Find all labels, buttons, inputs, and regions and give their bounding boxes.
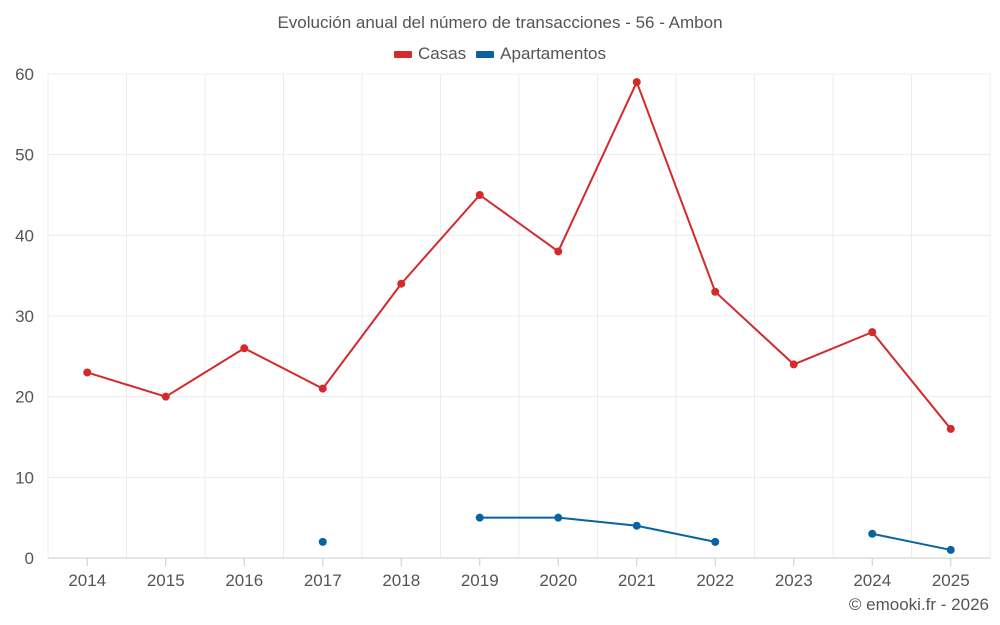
data-point-apartamentos[interactable]: Apartamentos 2021: 4 — [632, 521, 641, 530]
y-tick-label: 60 — [15, 65, 34, 84]
data-point-casas[interactable]: Casas 2022: 33 — [711, 287, 720, 296]
series-line-apartamentos — [479, 516, 716, 543]
legend-item-casas[interactable]: Casas — [393, 44, 467, 64]
y-tick-label: 40 — [15, 226, 34, 245]
data-point-casas[interactable]: Casas 2021: 59 — [632, 78, 641, 87]
x-tick-label: 2025 — [932, 571, 970, 590]
chart-title: Evolución anual del número de transaccio… — [277, 13, 723, 32]
data-point-casas[interactable]: Casas 2014: 23 — [83, 368, 92, 377]
series-line-apartamentos — [872, 532, 951, 551]
x-tick-label: 2017 — [304, 571, 342, 590]
data-point-casas[interactable]: Casas 2015: 20 — [161, 392, 170, 401]
x-tick-label: 2014 — [68, 571, 106, 590]
data-point-apartamentos[interactable]: Apartamentos 2019: 5 — [475, 513, 484, 522]
data-point-apartamentos[interactable]: Apartamentos 2024: 3 — [868, 529, 877, 538]
data-point-casas[interactable]: Casas 2017: 21 — [318, 384, 327, 393]
data-point-casas[interactable]: Casas 2020: 38 — [554, 247, 563, 256]
y-tick-label: 20 — [15, 388, 34, 407]
legend-label-apartamentos: Apartamentos — [500, 44, 607, 63]
data-point-apartamentos[interactable]: Apartamentos 2022: 2 — [711, 537, 720, 546]
legend-swatch-casas — [393, 50, 412, 58]
x-tick-label: 2015 — [147, 571, 185, 590]
data-point-apartamentos[interactable]: Apartamentos 2025: 1 — [946, 545, 955, 554]
credit-text: © emooki.fr - 2026 — [848, 595, 989, 614]
legend: Casas Apartamentos — [0, 44, 1000, 64]
y-tick-label: 10 — [15, 468, 34, 487]
data-point-casas[interactable]: Casas 2018: 34 — [397, 279, 406, 288]
y-tick-label: 50 — [15, 146, 34, 165]
x-tick-label: 2016 — [225, 571, 263, 590]
data-point-casas[interactable]: Casas 2019: 45 — [475, 191, 484, 199]
data-point-casas[interactable]: Casas 2023: 24 — [789, 360, 798, 369]
legend-item-apartamentos[interactable]: Apartamentos — [476, 44, 606, 64]
x-tick-label: 2022 — [696, 571, 734, 590]
data-point-casas[interactable]: Casas 2025: 16 — [946, 424, 955, 433]
y-tick-label: 0 — [25, 549, 34, 568]
legend-label-casas: Casas — [417, 44, 467, 63]
x-tick-label: 2024 — [853, 571, 891, 590]
y-tick-label: 30 — [15, 307, 34, 326]
x-tick-label: 2023 — [775, 571, 813, 590]
data-point-casas[interactable]: Casas 2016: 26 — [240, 344, 249, 353]
x-tick-label: 2021 — [618, 571, 656, 590]
data-point-apartamentos[interactable]: Apartamentos 2017: 2 — [318, 537, 327, 546]
data-point-apartamentos[interactable]: Apartamentos 2020: 5 — [554, 513, 563, 522]
x-tick-label: 2020 — [539, 571, 577, 590]
x-tick-label: 2018 — [382, 571, 420, 590]
x-tick-label: 2019 — [461, 571, 499, 590]
data-point-casas[interactable]: Casas 2024: 28 — [868, 328, 877, 337]
series-line-casas — [86, 81, 952, 430]
legend-swatch-apartamentos — [476, 50, 495, 58]
